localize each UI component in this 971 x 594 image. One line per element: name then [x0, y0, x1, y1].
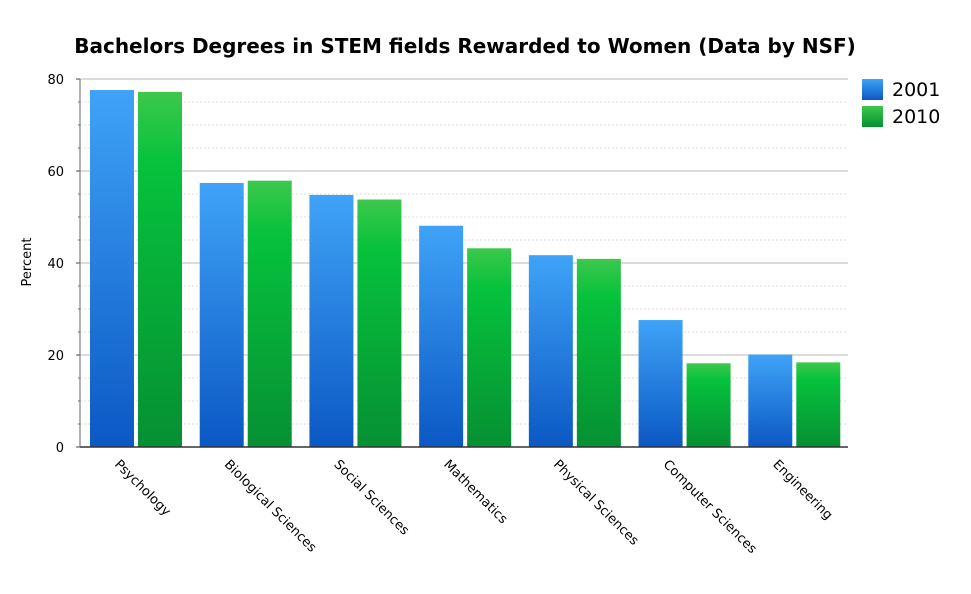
y-tick-label: 60 [47, 165, 64, 180]
x-tick-label: Biological Sciences [221, 457, 319, 555]
bar-2010-mathematics [467, 248, 512, 447]
bar-2001-computer-sciences [638, 320, 683, 447]
y-tick-label: 0 [56, 441, 64, 456]
bar-2001-physical-sciences [528, 255, 573, 447]
x-tick-label: Engineering [769, 457, 835, 523]
grid-lines [80, 78, 848, 425]
bar-2001-biological-sciences [199, 182, 244, 447]
chart-title: Bachelors Degrees in STEM fields Rewarde… [74, 34, 856, 58]
legend-swatch-2010 [862, 106, 883, 127]
bar-2001-engineering [748, 354, 793, 447]
x-tick-label: Psychology [111, 457, 173, 519]
y-tick-label: 80 [47, 73, 64, 88]
bar-2010-computer-sciences [686, 363, 731, 447]
x-tick-label: Computer Sciences [660, 457, 760, 557]
y-tick-label: 20 [47, 349, 64, 364]
bar-2001-social-sciences [309, 194, 354, 447]
bar-2001-mathematics [419, 225, 464, 447]
x-tick-label: Social Sciences [331, 457, 412, 538]
legend-item-2001: 2001 [862, 76, 940, 103]
legend-label-2001: 2001 [892, 78, 941, 101]
x-tick-label: Physical Sciences [550, 457, 642, 549]
bar-2010-biological-sciences [247, 180, 292, 447]
legend-swatch-2001 [862, 79, 883, 100]
legend-label-2010: 2010 [892, 105, 941, 128]
y-tick-label: 40 [47, 257, 64, 272]
bar-2010-psychology [138, 91, 182, 447]
bars [90, 90, 841, 447]
x-tick-label: Mathematics [440, 457, 510, 527]
bar-2010-physical-sciences [576, 258, 621, 447]
legend-item-2010: 2010 [862, 103, 940, 130]
bar-2010-social-sciences [357, 199, 402, 447]
y-axis-label: Percent [20, 238, 35, 287]
bar-2001-psychology [90, 90, 134, 447]
bar-2010-engineering [796, 362, 841, 447]
legend: 2001 2010 [862, 76, 940, 130]
